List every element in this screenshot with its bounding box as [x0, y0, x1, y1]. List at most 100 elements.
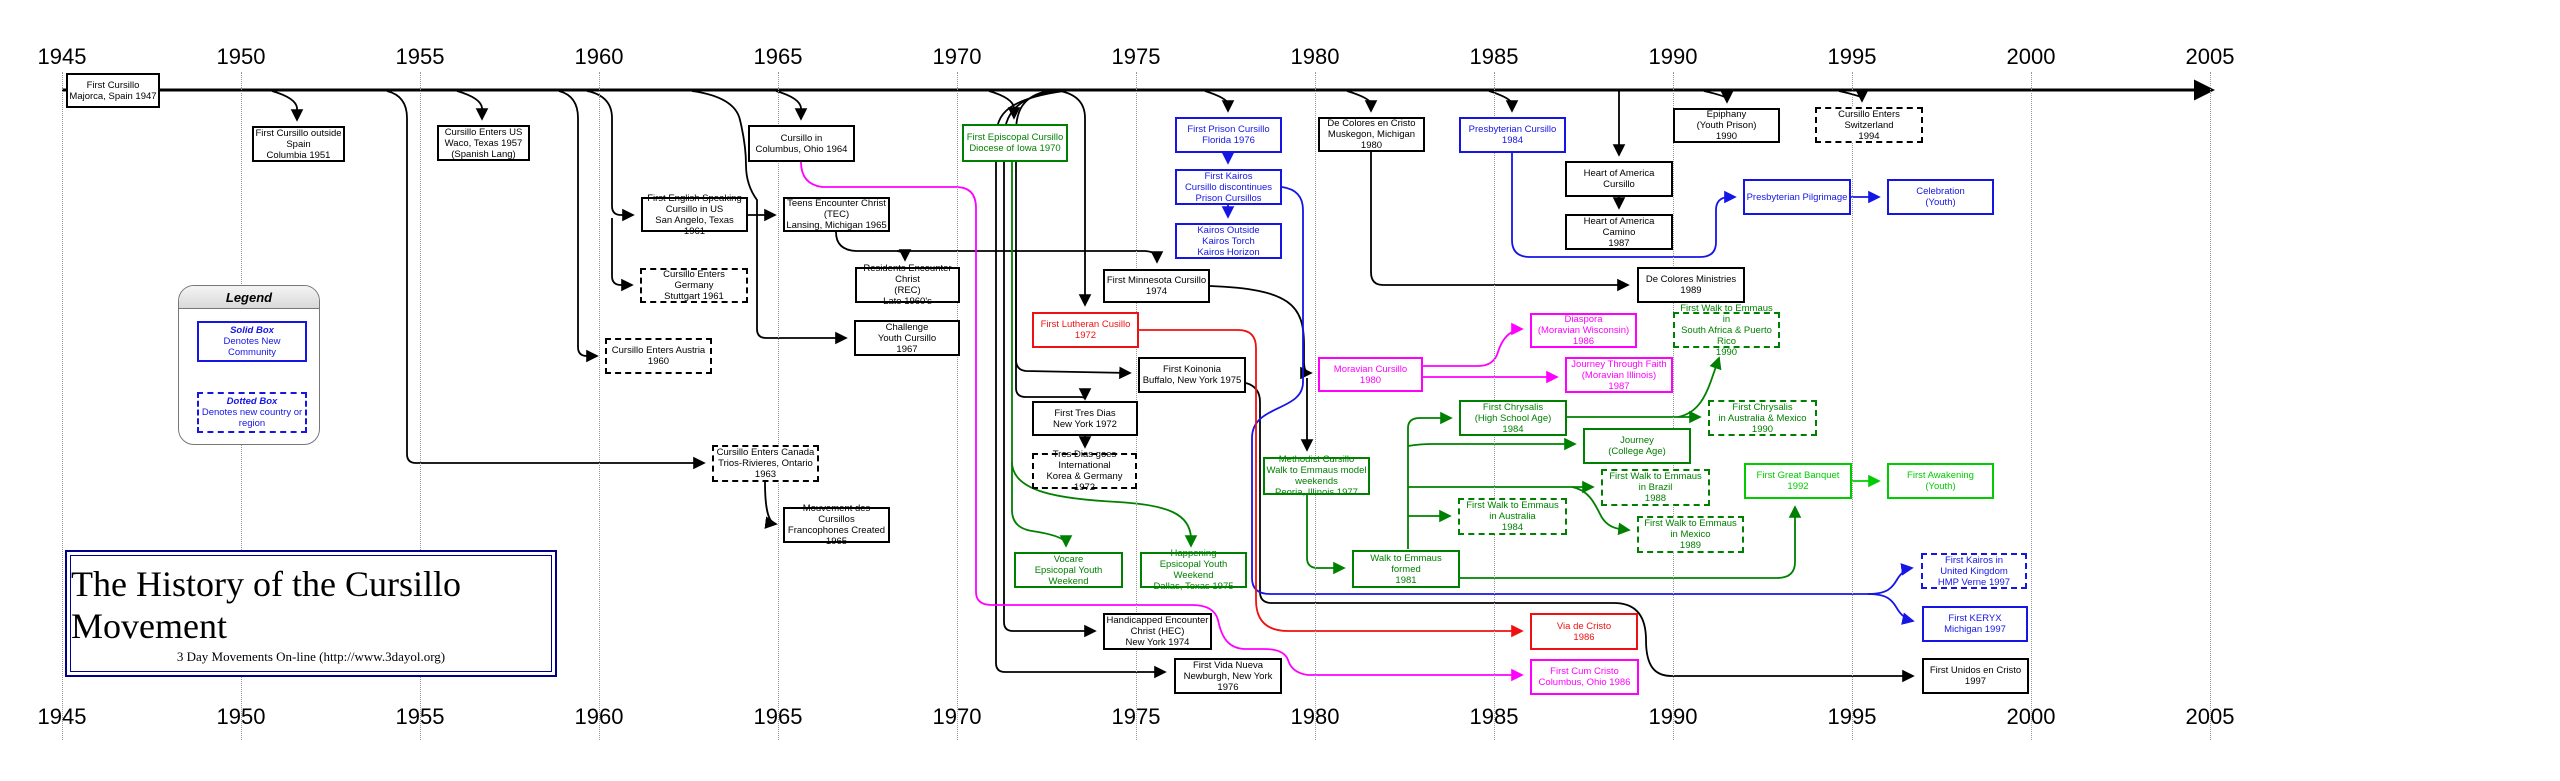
- box-austria: Cursillo Enters Austria 1960: [605, 338, 712, 374]
- year-label-2000-bottom: 2000: [2006, 704, 2056, 729]
- box-canada: Cursillo Enters Canada Trios-Rivieres, O…: [712, 445, 819, 482]
- box-keryx: First KERYX Michigan 1997: [1922, 606, 2028, 642]
- year-label-1975-top: 1975: [1111, 44, 1161, 69]
- box-tres-dias: First Tres Dias New York 1972: [1032, 401, 1138, 436]
- legend-dotted-title: Dotted Box: [226, 396, 278, 407]
- box-iowa: First Episcopal Cursillo Diocese of Iowa…: [962, 124, 1068, 162]
- year-label-2000-top: 2000: [2006, 44, 2056, 69]
- box-koinonia: First Koinonia Buffalo, New York 1975: [1138, 357, 1246, 393]
- box-challenge: Challenge Youth Cursillo 1967: [854, 320, 960, 356]
- gridline-1970: [957, 72, 958, 740]
- box-unidos: First Unidos en Cristo 1997: [1922, 658, 2029, 694]
- box-first-cursillo: First Cursillo Majorca, Spain 1947: [66, 73, 160, 108]
- box-tres-dias-intl: Tres Dias goes International Korea & Ger…: [1032, 449, 1137, 493]
- year-label-1990-top: 1990: [1648, 44, 1698, 69]
- box-emmaus-sa-pr: First Walk to Emmaus in South Africa & P…: [1673, 303, 1780, 358]
- year-label-2005-top: 2005: [2185, 44, 2235, 69]
- legend-header: Legend: [179, 286, 319, 309]
- gridline-1955: [420, 72, 421, 740]
- box-decolores-cristo: De Colores en Cristo Muskegon, Michigan …: [1318, 117, 1425, 152]
- year-label-2005-bottom: 2005: [2185, 704, 2235, 729]
- box-lutheran: First Lutheran Cusillo 1972: [1032, 312, 1139, 348]
- box-great-banquet: First Great Banquet 1992: [1744, 463, 1852, 499]
- box-celebration: Celebration (Youth): [1887, 179, 1994, 215]
- year-label-1980-bottom: 1980: [1290, 704, 1340, 729]
- box-epiphany: Epiphany (Youth Prison) 1990: [1673, 108, 1780, 143]
- year-label-1975-bottom: 1975: [1111, 704, 1161, 729]
- box-vida-nueva: First Vida Nueva Newburgh, New York 1976: [1174, 658, 1282, 694]
- box-cum-cristo: First Cum Cristo Columbus, Ohio 1986: [1530, 659, 1639, 695]
- year-label-1955-top: 1955: [395, 44, 445, 69]
- box-emmaus-mexico: First Walk to Emmaus in Mexico 1989: [1637, 516, 1744, 553]
- box-vocare: Vocare Epsicopal Youth Weekend: [1014, 552, 1123, 588]
- box-moravian: Moravian Cursillo 1980: [1318, 357, 1423, 392]
- gridline-1960: [599, 72, 600, 740]
- box-waco: Cursillo Enters US Waco, Texas 1957 (Spa…: [437, 125, 530, 161]
- box-chrysalis-ausmex: First Chrysalis in Australia & Mexico 19…: [1708, 400, 1817, 436]
- box-decolores-ministries: De Colores Ministries 1989: [1637, 267, 1745, 303]
- year-label-1960-bottom: 1960: [574, 704, 624, 729]
- gridline-1995: [1852, 72, 1853, 740]
- legend-dotted-box: Dotted Box Denotes new country or region: [197, 392, 307, 433]
- year-label-1960-top: 1960: [574, 44, 624, 69]
- year-label-1995-top: 1995: [1827, 44, 1877, 69]
- title-box: The History of the Cursillo Movement 3 D…: [65, 550, 557, 677]
- gridline-1945: [62, 72, 63, 740]
- year-label-1965-bottom: 1965: [753, 704, 803, 729]
- gridline-1980: [1315, 72, 1316, 740]
- year-label-1950-top: 1950: [216, 44, 266, 69]
- box-germany: Cursillo Enters Germany Stuttgart 1961: [640, 268, 748, 303]
- gridline-2000: [2031, 72, 2032, 740]
- gridline-2005: [2210, 72, 2211, 740]
- year-label-1945-top: 1945: [37, 44, 87, 69]
- box-columbia: First Cursillo outside Spain Columbia 19…: [252, 126, 345, 162]
- box-english-us: First English Speaking Cursillo in US Sa…: [641, 193, 748, 237]
- box-columbus: Cursillo in Columbus, Ohio 1964: [748, 125, 855, 162]
- box-first-kairos: First Kairos Cursillo discontinues Priso…: [1175, 169, 1282, 205]
- year-label-1970-bottom: 1970: [932, 704, 982, 729]
- box-pilgrimage: Presbyterian Pilgrimage: [1743, 179, 1851, 215]
- legend-solid-box: Solid Box Denotes New Community: [197, 321, 307, 362]
- box-minnesota: First Minnesota Cursillo 1974: [1103, 269, 1210, 303]
- box-awakening: First Awakening (Youth): [1887, 463, 1994, 499]
- box-rec: Residents Encounter Christ (REC) Late 19…: [855, 263, 960, 307]
- box-journey-faith: Journey Through Faith (Moravian Illinois…: [1565, 357, 1673, 393]
- year-label-1980-top: 1980: [1290, 44, 1340, 69]
- year-label-1990-bottom: 1990: [1648, 704, 1698, 729]
- box-switzerland: Cursillo Enters Switzerland 1994: [1815, 107, 1923, 143]
- year-label-1965-top: 1965: [753, 44, 803, 69]
- year-label-1985-top: 1985: [1469, 44, 1519, 69]
- box-via-de-cristo: Via de Cristo 1986: [1530, 613, 1638, 650]
- box-kairos-outside: Kairos Outside Kairos Torch Kairos Horiz…: [1175, 223, 1282, 259]
- legend-solid-desc: Denotes New Community: [223, 336, 281, 358]
- page-title: The History of the Cursillo Movement: [71, 563, 461, 646]
- box-mouvement: Mouvement des Cursillos Francophones Cre…: [783, 503, 890, 547]
- legend-dotted-desc: Denotes new country or region: [201, 407, 303, 429]
- box-methodist: Methodist Cursillo Walk to Emmaus model …: [1263, 454, 1370, 498]
- year-label-1945-bottom: 1945: [37, 704, 87, 729]
- legend: Legend Solid Box Denotes New Community D…: [178, 285, 320, 445]
- year-label-1955-bottom: 1955: [395, 704, 445, 729]
- gridline-1990: [1673, 72, 1674, 740]
- box-walk-formed: Walk to Emmaus formed 1981: [1352, 550, 1460, 588]
- box-heart-camino: Heart of America Camino 1987: [1565, 214, 1673, 250]
- box-heart-cursillo: Heart of America Cursillo: [1565, 161, 1673, 197]
- title-box-inner: The History of the Cursillo Movement 3 D…: [70, 555, 552, 672]
- box-journey-college: Journey (College Age): [1583, 428, 1691, 464]
- box-diaspora: Diaspora (Moravian Wisconsin) 1986: [1530, 313, 1637, 348]
- legend-solid-title: Solid Box: [230, 325, 274, 336]
- box-tec: Teens Encounter Christ (TEC) Lansing, Mi…: [783, 197, 890, 232]
- year-label-1995-bottom: 1995: [1827, 704, 1877, 729]
- box-happening: Happening Epsicopal Youth Weekend Dallas…: [1140, 548, 1247, 592]
- page-subtitle: 3 Day Movements On-line (http://www.3day…: [176, 648, 446, 664]
- year-label-1985-bottom: 1985: [1469, 704, 1519, 729]
- box-prison-cursillo: First Prison Cursillo Florida 1976: [1175, 117, 1282, 153]
- box-emmaus-australia: First Walk to Emmaus in Australia 1984: [1458, 498, 1567, 535]
- box-kairos-uk: First Kairos in United Kingdom HMP Verne…: [1921, 553, 2027, 589]
- year-label-1950-bottom: 1950: [216, 704, 266, 729]
- box-chrysalis: First Chrysalis (High School Age) 1984: [1459, 400, 1567, 436]
- year-label-1970-top: 1970: [932, 44, 982, 69]
- box-presbyterian: Presbyterian Cursillo 1984: [1459, 117, 1566, 153]
